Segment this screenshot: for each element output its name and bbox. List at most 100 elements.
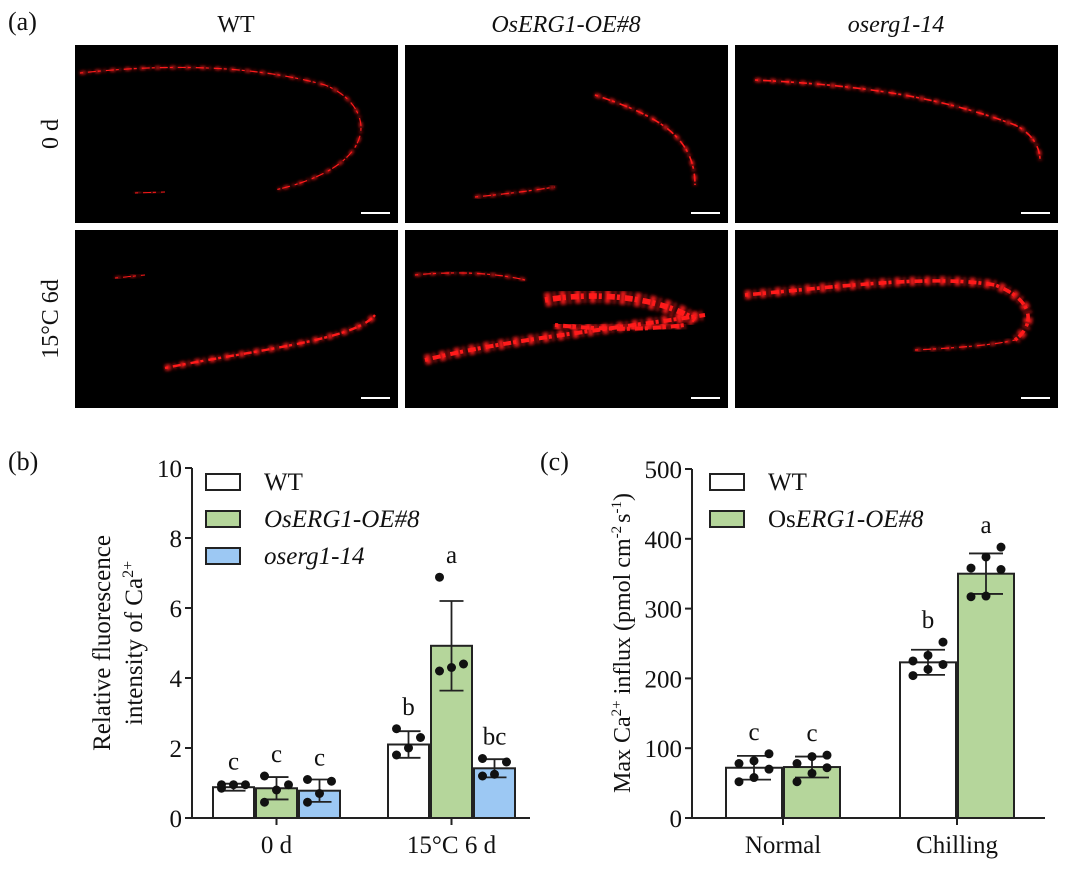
- data-point: [981, 552, 991, 562]
- legend-label: WT: [264, 469, 303, 496]
- y-tick-label: 8: [170, 526, 183, 553]
- y-tick-label: 200: [645, 666, 683, 693]
- legend-swatch: [205, 510, 241, 528]
- significance-letter: a: [980, 512, 991, 539]
- significance-letter: c: [314, 745, 325, 772]
- micrograph-0-1: [405, 45, 728, 223]
- x-tick-label: 0 d: [261, 832, 293, 859]
- fluorescence-signal: [474, 186, 556, 198]
- data-point: [908, 656, 918, 666]
- micrograph-0-0: [75, 45, 398, 223]
- data-point: [764, 749, 774, 759]
- data-point: [303, 775, 312, 784]
- data-point: [272, 785, 281, 795]
- row-label-15c6d: 15°C 6d: [38, 279, 64, 359]
- data-point: [996, 565, 1006, 575]
- micrograph-background: [75, 45, 398, 223]
- significance-letter: bc: [483, 724, 507, 751]
- legend-label: OsERG1-OE#8: [768, 506, 924, 533]
- data-point: [229, 780, 238, 790]
- data-point: [478, 771, 487, 781]
- y-tick-label: 0: [170, 806, 183, 833]
- column-header-oe: OsERG1-OE#8: [491, 12, 640, 38]
- fluorescence-signal: [544, 293, 697, 323]
- data-point: [217, 780, 226, 790]
- fluorescence-signal: [744, 279, 1030, 342]
- panel-b-label: (b): [8, 447, 38, 476]
- fluorescence-signal: [754, 79, 1041, 161]
- y-tick-label: 2: [170, 736, 183, 763]
- micrograph-background: [75, 230, 398, 408]
- data-point: [807, 768, 817, 778]
- data-point: [966, 563, 976, 573]
- micrograph-1-0: [75, 230, 398, 408]
- significance-letter: c: [748, 719, 759, 746]
- y-tick-label: 500: [645, 457, 683, 484]
- fluorescence-signal: [114, 274, 146, 279]
- fluorescence-signal: [594, 94, 696, 186]
- data-point: [490, 769, 499, 779]
- data-point: [435, 666, 444, 676]
- y-tick-label: 4: [170, 666, 183, 693]
- x-tick-label: 15°C 6 d: [407, 832, 497, 859]
- y-tick-label: 100: [645, 736, 683, 763]
- fluorescence-signal: [914, 339, 1016, 351]
- data-point: [404, 743, 413, 753]
- significance-letter: b: [402, 694, 415, 721]
- fluorescence-signal: [554, 323, 686, 331]
- column-header-wt: WT: [217, 12, 255, 38]
- chart-c-ylabel: Max Ca2+ influx (pmol cm-2s-1): [609, 493, 636, 793]
- data-point: [241, 780, 250, 790]
- row-label-0d: 0 d: [38, 119, 64, 149]
- fluorescence-signal: [164, 314, 376, 370]
- fluorescence-signal: [554, 320, 686, 334]
- y-tick-label: 300: [645, 597, 683, 624]
- data-point: [764, 764, 774, 774]
- micrograph-background: [735, 230, 1058, 408]
- data-point: [822, 763, 832, 773]
- data-point: [792, 777, 802, 787]
- data-point: [478, 754, 487, 763]
- x-tick-label: Chilling: [916, 832, 998, 859]
- significance-letter: b: [922, 607, 935, 634]
- data-point: [734, 759, 744, 769]
- data-point: [938, 659, 948, 669]
- significance-letter: c: [806, 720, 817, 747]
- data-point: [923, 664, 933, 674]
- legend-label: WT: [768, 469, 807, 496]
- data-point: [807, 752, 817, 762]
- significance-letter: c: [228, 749, 239, 776]
- y-tick-label: 0: [670, 806, 683, 833]
- legend-label-italic: ERG1-OE#8: [795, 506, 924, 533]
- data-point: [822, 750, 832, 760]
- data-point: [996, 542, 1006, 552]
- data-point: [749, 773, 759, 783]
- legend-swatch: [205, 547, 241, 565]
- fluorescence-signal: [79, 66, 362, 191]
- data-point: [734, 777, 744, 787]
- bar-OsERG1-OE#8-Chilling: [957, 572, 1015, 820]
- fluorescence-signal: [414, 272, 526, 281]
- chart-b-ylabel-line1: Relative fluorescence: [89, 535, 116, 751]
- data-point: [447, 663, 456, 672]
- y-tick-label: 10: [157, 456, 182, 483]
- data-point: [502, 757, 511, 767]
- data-point: [327, 776, 336, 786]
- chart-b-ylabel-line2: intensity of Ca2+: [120, 561, 148, 725]
- data-point: [315, 789, 324, 798]
- data-point: [966, 592, 976, 602]
- data-point: [260, 771, 269, 781]
- fluorescence-signal: [424, 313, 706, 362]
- micrograph-1-2: [735, 230, 1058, 408]
- chart-c: (c) Max Ca2+ influx (pmol cm-2s-1) 0 100 2…: [540, 447, 1045, 859]
- data-point: [792, 759, 802, 769]
- fluorescence-signal: [134, 191, 166, 194]
- micrograph-1-1: [405, 230, 728, 408]
- data-point: [392, 724, 401, 734]
- data-point: [260, 797, 269, 807]
- legend-swatch: [709, 473, 745, 491]
- micrograph-grid: [75, 45, 1058, 408]
- legend-swatch: [205, 473, 241, 491]
- fluorescence-signal: [914, 338, 1016, 352]
